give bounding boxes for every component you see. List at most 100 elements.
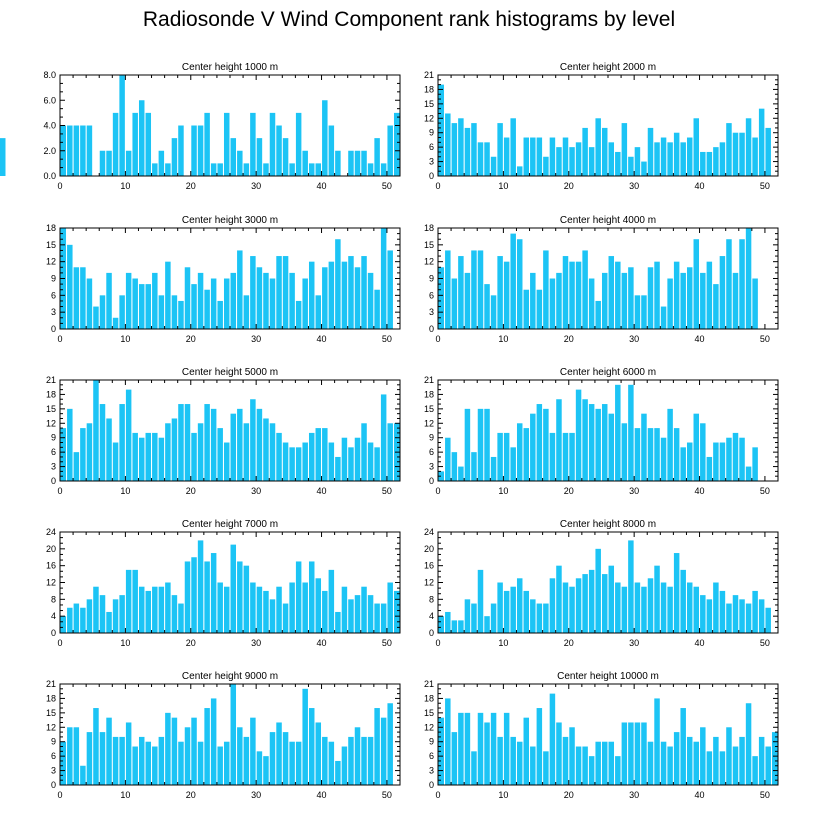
- histogram-bar: [516, 239, 523, 329]
- histogram-bar: [295, 112, 302, 176]
- histogram-bar: [315, 722, 322, 785]
- histogram-bar: [713, 147, 719, 176]
- x-tick-label: 50: [382, 181, 392, 191]
- histogram-bar: [250, 399, 256, 481]
- histogram-bar: [354, 267, 361, 329]
- histogram-bar: [477, 712, 484, 785]
- histogram-bar: [490, 712, 497, 785]
- histogram-bar: [158, 586, 165, 633]
- histogram-bar: [549, 278, 556, 329]
- histogram-bar: [171, 138, 178, 176]
- histogram-bar: [217, 582, 223, 633]
- histogram-bar: [341, 261, 348, 329]
- y-tick-label: 3: [429, 307, 434, 317]
- histogram-bar: [119, 75, 125, 176]
- histogram-bar: [726, 603, 732, 633]
- histogram-bar: [106, 150, 112, 176]
- histogram-bar: [132, 432, 138, 481]
- histogram-bar: [158, 736, 165, 785]
- x-tick-label: 50: [382, 790, 392, 800]
- histogram-bar: [595, 548, 601, 633]
- histogram-bar: [125, 272, 132, 329]
- histogram-bar: [608, 565, 615, 633]
- histogram-bar: [752, 756, 758, 785]
- histogram-bar: [335, 456, 341, 481]
- histogram-bar: [713, 442, 719, 481]
- histogram-bar: [119, 404, 125, 481]
- histogram-bar: [575, 389, 582, 481]
- histogram-bar: [726, 727, 732, 785]
- histogram-bar: [145, 432, 152, 481]
- histogram-bar: [223, 278, 230, 329]
- histogram-bar: [158, 150, 165, 176]
- histogram-bar: [700, 423, 706, 481]
- histogram-bar: [510, 586, 516, 633]
- histogram-bar: [713, 582, 719, 633]
- histogram-bar: [667, 278, 673, 329]
- histogram-bar: [569, 261, 575, 329]
- histogram-bar: [112, 599, 119, 633]
- histogram-bar: [250, 112, 256, 176]
- histogram-bar: [152, 163, 158, 176]
- histogram-bar: [341, 437, 348, 481]
- histogram-bar: [178, 741, 184, 785]
- histogram-bar: [67, 607, 73, 633]
- histogram-bar: [387, 125, 393, 176]
- histogram-bar: [361, 736, 367, 785]
- y-tick-label: 3: [429, 766, 434, 776]
- histogram-bar: [361, 586, 367, 633]
- histogram-bar: [302, 278, 308, 329]
- histogram-bar: [119, 595, 125, 633]
- histogram-bar: [80, 267, 86, 329]
- histogram-bar: [223, 586, 230, 633]
- histogram-bar: [380, 163, 387, 176]
- x-tick-label: 10: [120, 181, 130, 191]
- histogram-bar: [654, 565, 660, 633]
- histogram-bar: [556, 722, 562, 785]
- panel-title: Center height 4000 m: [560, 215, 656, 226]
- histogram-bar: [295, 447, 302, 481]
- histogram-bar: [739, 736, 745, 785]
- histogram-bar: [556, 272, 562, 329]
- y-tick-label: 15: [424, 708, 434, 718]
- histogram-bar: [230, 272, 237, 329]
- histogram-bar: [477, 142, 484, 176]
- histogram-bar: [73, 603, 80, 633]
- histogram-bar: [713, 284, 719, 329]
- y-tick-label: 15: [424, 99, 434, 109]
- histogram-bar: [152, 586, 158, 633]
- histogram-bar: [145, 590, 152, 633]
- x-tick-label: 50: [760, 334, 770, 344]
- histogram-bar: [477, 569, 484, 633]
- histogram-bar: [451, 123, 458, 176]
- histogram-bar: [621, 272, 628, 329]
- histogram-bar: [530, 413, 536, 481]
- x-tick-label: 20: [564, 638, 574, 648]
- histogram-bar: [67, 244, 73, 329]
- histogram-bar: [302, 582, 308, 633]
- histogram-bar: [700, 272, 706, 329]
- histogram-bar: [595, 741, 601, 785]
- y-tick-label: 15: [46, 404, 56, 414]
- x-tick-label: 40: [317, 334, 327, 344]
- histogram-bar: [322, 736, 328, 785]
- y-tick-label: 9: [51, 274, 56, 284]
- histogram-bar: [295, 300, 302, 329]
- histogram-bar: [138, 586, 145, 633]
- histogram-bar: [256, 267, 263, 329]
- histogram-bar: [601, 741, 608, 785]
- histogram-bar: [335, 611, 341, 633]
- histogram-bar: [621, 123, 628, 176]
- histogram-bar: [145, 741, 152, 785]
- histogram-bar: [230, 413, 237, 481]
- histogram-bar: [263, 272, 269, 329]
- histogram-bar: [497, 582, 503, 633]
- histogram-bar: [73, 452, 80, 481]
- histogram-bar: [654, 261, 660, 329]
- chart-panel-1: Center height 2000 m 0 3 6 9 12 15 18 21 0 10 20 30 4…: [424, 62, 779, 191]
- x-tick-label: 0: [57, 334, 62, 344]
- histogram-bar: [530, 599, 536, 633]
- histogram-bar: [686, 442, 693, 481]
- histogram-bar: [308, 561, 315, 633]
- histogram-bar: [158, 295, 165, 329]
